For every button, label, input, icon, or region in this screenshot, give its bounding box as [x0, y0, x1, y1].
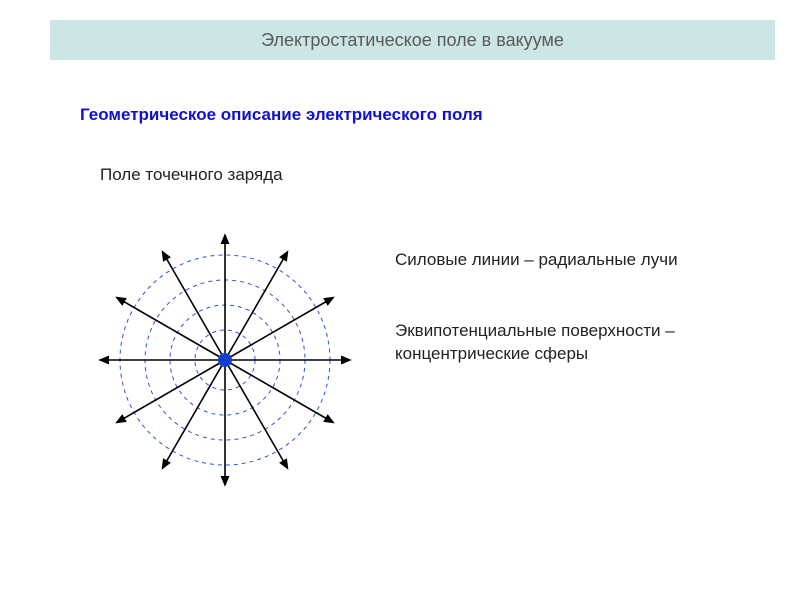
field-diagram-svg — [80, 215, 370, 505]
equipotential-line-2: концентрические сферы — [395, 344, 588, 363]
description-equipotential: Эквипотенциальные поверхности – концентр… — [395, 320, 675, 366]
header-bar: Электростатическое поле в вакууме — [50, 20, 775, 60]
point-charge-diagram — [80, 215, 370, 505]
section-title: Геометрическое описание электрического п… — [80, 105, 483, 125]
header-title: Электростатическое поле в вакууме — [261, 30, 564, 51]
sub-title: Поле точечного заряда — [100, 165, 283, 185]
description-field-lines: Силовые линии – радиальные лучи — [395, 250, 678, 270]
equipotential-line-1: Эквипотенциальные поверхности – — [395, 321, 675, 340]
